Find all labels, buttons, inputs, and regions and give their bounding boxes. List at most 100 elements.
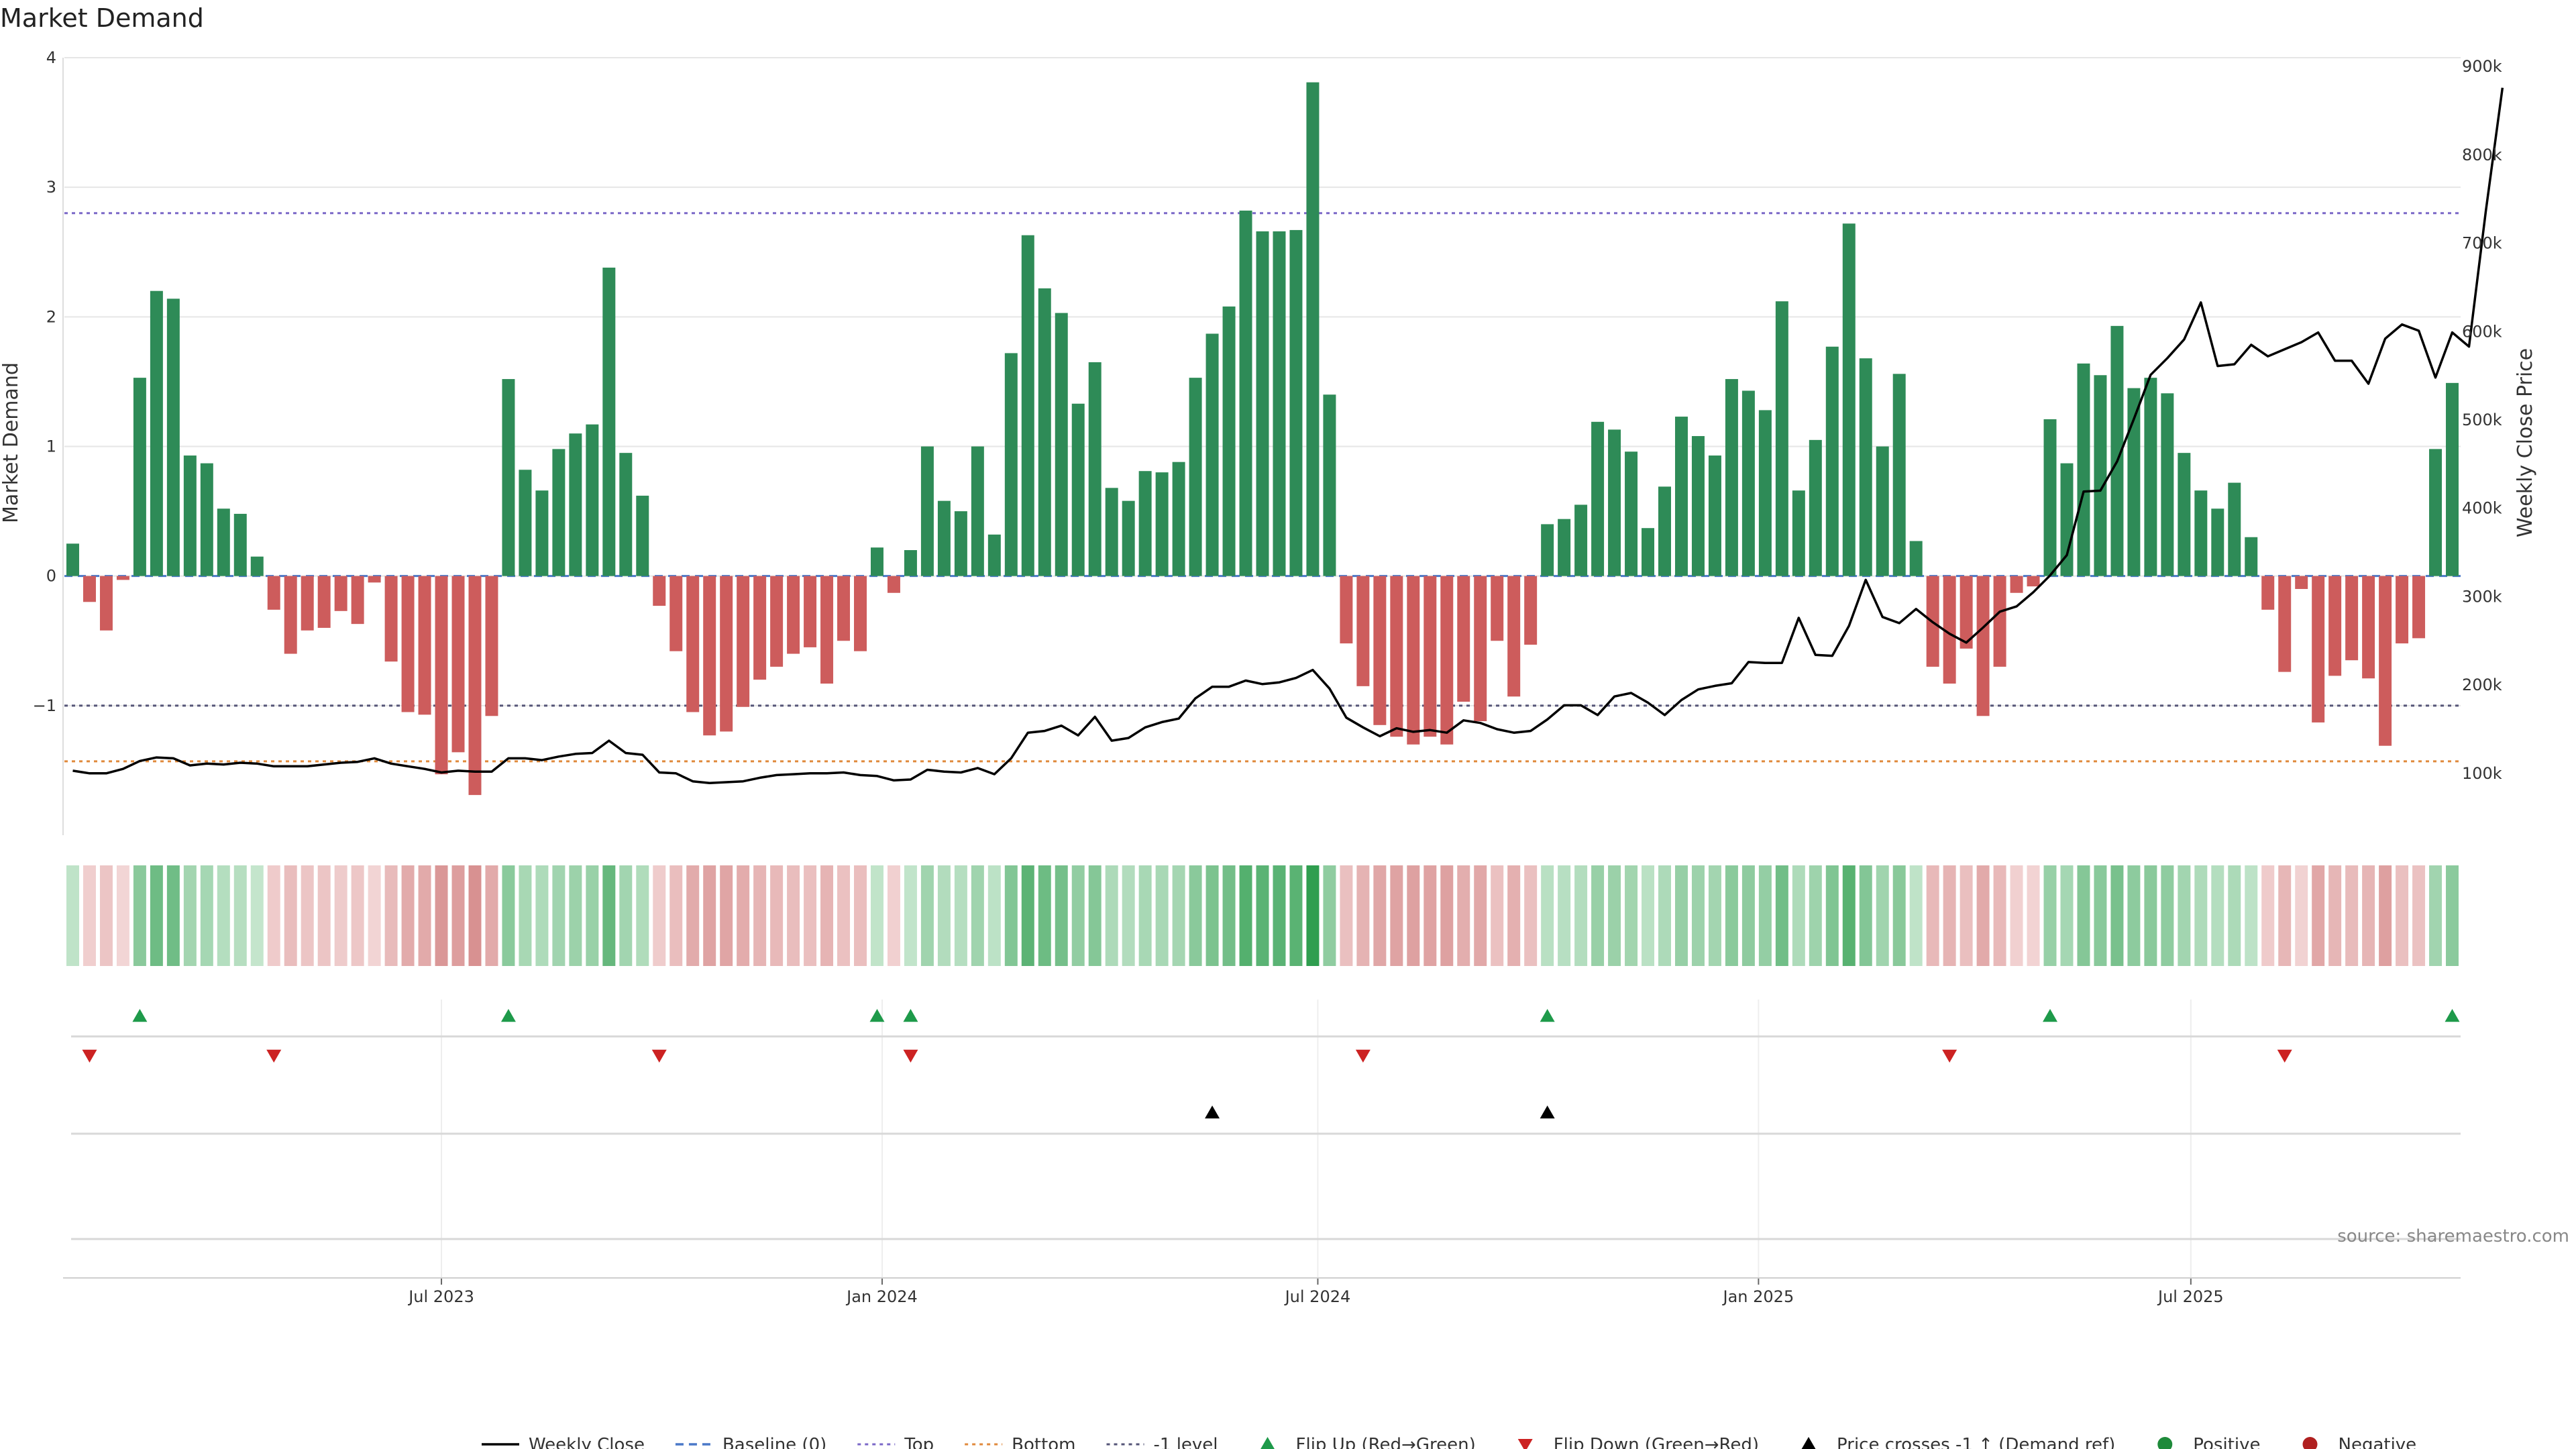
heat-cell [368, 865, 381, 966]
demand-bar [2228, 482, 2241, 576]
legend-swatch-price-cross [1801, 1437, 1816, 1449]
heat-cell [2379, 865, 2392, 966]
heat-cell [1189, 865, 1202, 966]
demand-bar [1524, 576, 1538, 645]
y2-tick-label: 900k [2462, 57, 2502, 76]
heat-cell [1205, 865, 1219, 966]
heat-cell [1775, 865, 1788, 966]
demand-bar [1189, 378, 1202, 576]
demand-bar [166, 299, 180, 576]
demand-bar [2312, 576, 2325, 722]
x-tick-label: Jul 2023 [407, 1287, 474, 1306]
demand-bar [267, 576, 280, 610]
heat-cell [887, 865, 900, 966]
heat-cell [2228, 865, 2241, 966]
demand-bar [636, 495, 649, 576]
heat-cell [1691, 865, 1705, 966]
demand-bar [418, 576, 431, 715]
heat-cell [1390, 865, 1403, 966]
heat-cell [284, 865, 297, 966]
x-tick-label: Jul 2024 [1284, 1287, 1351, 1306]
heat-cell [401, 865, 415, 966]
heat-cell [1625, 865, 1638, 966]
heat-cell [334, 865, 347, 966]
heat-cell [2010, 865, 2023, 966]
demand-bar [1859, 358, 1872, 576]
demand-bar [301, 576, 314, 631]
y2-tick-label: 200k [2462, 676, 2502, 694]
heat-cell [1105, 865, 1118, 966]
demand-bar [2245, 537, 2258, 576]
heat-cell [619, 865, 633, 966]
y-tick-label: 2 [46, 307, 56, 326]
heat-cell [1591, 865, 1605, 966]
demand-bar [1340, 576, 1353, 644]
demand-bar [1407, 576, 1420, 745]
y-tick-label: −1 [33, 696, 56, 715]
flip-up-marker [132, 1009, 148, 1022]
heat-cell [1424, 865, 1437, 966]
demand-bar [468, 576, 482, 796]
heat-cell [1373, 865, 1387, 966]
heat-cell [1725, 865, 1738, 966]
demand-bar [1323, 394, 1336, 576]
heat-cell [217, 865, 230, 966]
demand-bar [1943, 576, 1956, 684]
demand-bar [2362, 576, 2375, 679]
flip-up-marker [2445, 1009, 2460, 1022]
x-tick-label: Jan 2025 [1722, 1287, 1794, 1306]
demand-bar [2261, 576, 2275, 610]
price-cross-marker [1540, 1106, 1555, 1119]
flip-down-marker [82, 1049, 97, 1063]
demand-bar [703, 576, 716, 736]
demand-bar [384, 576, 398, 662]
demand-bar [334, 576, 347, 611]
heat-cell [519, 865, 532, 966]
heat-cell [267, 865, 280, 966]
heat-cell [1809, 865, 1822, 966]
demand-bar [1558, 519, 1571, 576]
demand-bar [1424, 576, 1437, 737]
demand-bar [83, 576, 96, 602]
demand-bar [351, 576, 364, 625]
legend-label: Positive [2193, 1435, 2260, 1449]
heat-cell [133, 865, 146, 966]
heat-cell [2144, 865, 2157, 966]
heat-cell [2211, 865, 2224, 966]
demand-bar [2379, 576, 2392, 746]
demand-bar [1474, 576, 1487, 722]
heat-cell [1926, 865, 1939, 966]
legend-label: Price crosses -1 ↑ (Demand ref) [1837, 1435, 2115, 1449]
demand-bar [485, 576, 498, 716]
demand-bar [2077, 363, 2090, 576]
flip-up-marker [869, 1009, 885, 1022]
demand-bars [66, 82, 2459, 796]
heat-cell [1474, 865, 1487, 966]
legend-label: Top [904, 1435, 934, 1449]
heat-cell [1491, 865, 1504, 966]
heat-cell [1457, 865, 1470, 966]
y-axis-right: 100k 200k 300k 400k 500k 600k 700k 800k 900k [2462, 57, 2502, 783]
heat-cell [954, 865, 967, 966]
demand-bar [1909, 541, 1923, 576]
heat-cell [1541, 865, 1554, 966]
heat-cell [770, 865, 784, 966]
heat-cell [166, 865, 180, 966]
demand-bar [1004, 353, 1018, 576]
x-tick-label: Jul 2025 [2157, 1287, 2224, 1306]
heat-cell [1038, 865, 1051, 966]
demand-bar [1222, 306, 1236, 576]
legend-label: Bottom [1012, 1435, 1075, 1449]
demand-bar [1256, 231, 1269, 576]
demand-bar [368, 576, 381, 583]
heat-cell [753, 865, 767, 966]
y-tick-label: 0 [46, 567, 56, 586]
demand-bar [904, 550, 917, 576]
heat-cell [2194, 865, 2208, 966]
demand-bar [1825, 346, 1839, 576]
demand-bar [217, 508, 230, 576]
flip-up-marker [1540, 1009, 1555, 1022]
heat-cell [451, 865, 465, 966]
demand-bar [753, 576, 767, 680]
